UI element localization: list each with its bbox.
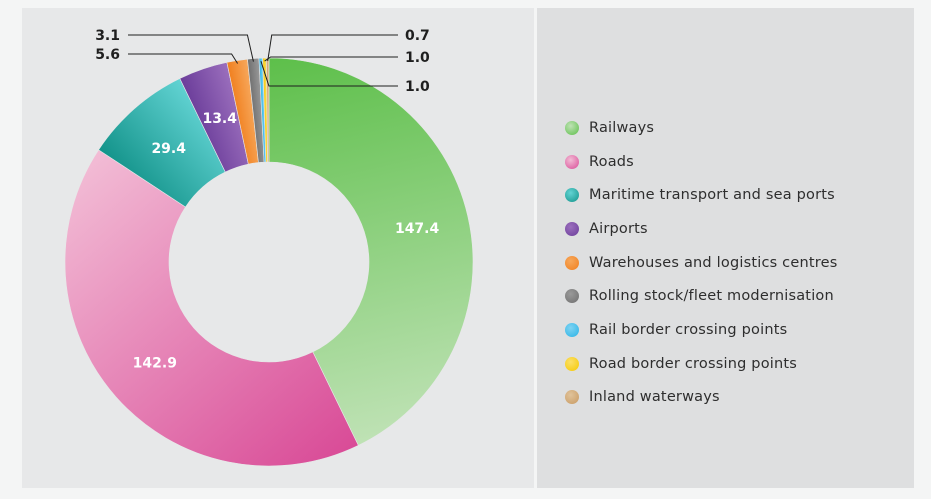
data-label-railways: 147.4 [395, 221, 440, 237]
slice-roads [64, 149, 359, 467]
data-label-road-border-crossing-points: 1.0 [405, 50, 430, 66]
leader-line-warehouses-and-logistics-centres [128, 53, 239, 64]
legend-swatch-airports [565, 221, 579, 236]
data-label-inland-waterways: 0.7 [405, 28, 430, 44]
legend-swatch-warehouses-and-logistics-centres [565, 255, 579, 270]
legend-swatch-rolling-stock-fleet-modernisation [565, 289, 579, 304]
legend-item-inland-waterways: Inland waterways [565, 381, 905, 415]
legend-swatch-maritime-transport-and-sea-ports [565, 188, 579, 203]
data-label-warehouses-and-logistics-centres: 5.6 [95, 47, 120, 63]
legend-label-railways: Railways [589, 119, 655, 136]
legend-swatch-road-border-crossing-points [565, 356, 579, 371]
data-label-roads: 142.9 [133, 355, 177, 371]
legend-item-maritime-transport-and-sea-ports: Maritime transport and sea ports [565, 178, 905, 212]
leader-line-rail-border-crossing-points [260, 61, 398, 87]
leader-line-road-border-crossing-points [264, 56, 398, 62]
legend-swatch-rail-border-crossing-points [565, 322, 579, 337]
legend-item-roads: Roads [565, 145, 905, 179]
legend-swatch-inland-waterways [565, 390, 579, 405]
legend-label-rolling-stock-fleet-modernisation: Rolling stock/fleet modernisation [589, 288, 834, 305]
legend-label-airports: Airports [589, 220, 648, 237]
legend-item-rolling-stock-fleet-modernisation: Rolling stock/fleet modernisation [565, 279, 905, 313]
leader-line-inland-waterways [267, 34, 398, 62]
legend-label-maritime-transport-and-sea-ports: Maritime transport and sea ports [589, 187, 835, 204]
legend-item-warehouses-and-logistics-centres: Warehouses and logistics centres [565, 246, 905, 280]
leader-line-rolling-stock-fleet-modernisation [128, 34, 254, 62]
data-label-maritime-transport-and-sea-ports: 29.4 [151, 141, 186, 157]
legend-item-rail-border-crossing-points: Rail border crossing points [565, 313, 905, 347]
legend-label-inland-waterways: Inland waterways [589, 389, 720, 406]
legend-label-roads: Roads [589, 153, 634, 170]
data-label-airports: 13.4 [202, 111, 237, 127]
chart-legend: Railways Roads Maritime transport and sea … [565, 111, 905, 414]
legend-panel [537, 8, 914, 488]
legend-item-railways: Railways [565, 111, 905, 145]
legend-item-airports: Airports [565, 212, 905, 246]
legend-swatch-roads [565, 154, 579, 169]
data-label-rail-border-crossing-points: 1.0 [405, 79, 430, 95]
legend-label-road-border-crossing-points: Road border crossing points [589, 355, 798, 372]
legend-label-rail-border-crossing-points: Rail border crossing points [589, 321, 788, 338]
legend-item-road-border-crossing-points: Road border crossing points [565, 347, 905, 381]
legend-swatch-railways [565, 120, 579, 135]
slice-railways [268, 57, 474, 446]
data-label-rolling-stock-fleet-modernisation: 3.1 [95, 28, 120, 44]
legend-label-warehouses-and-logistics-centres: Warehouses and logistics centres [589, 254, 838, 271]
